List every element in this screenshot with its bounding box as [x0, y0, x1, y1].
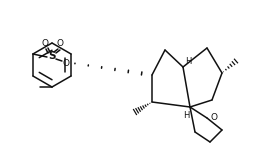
Text: H: H: [185, 57, 191, 66]
Text: O: O: [62, 58, 69, 68]
Text: S: S: [48, 51, 56, 61]
Text: O: O: [56, 39, 63, 48]
Text: H: H: [183, 111, 189, 120]
Text: O: O: [42, 39, 48, 48]
Text: O: O: [211, 112, 218, 122]
